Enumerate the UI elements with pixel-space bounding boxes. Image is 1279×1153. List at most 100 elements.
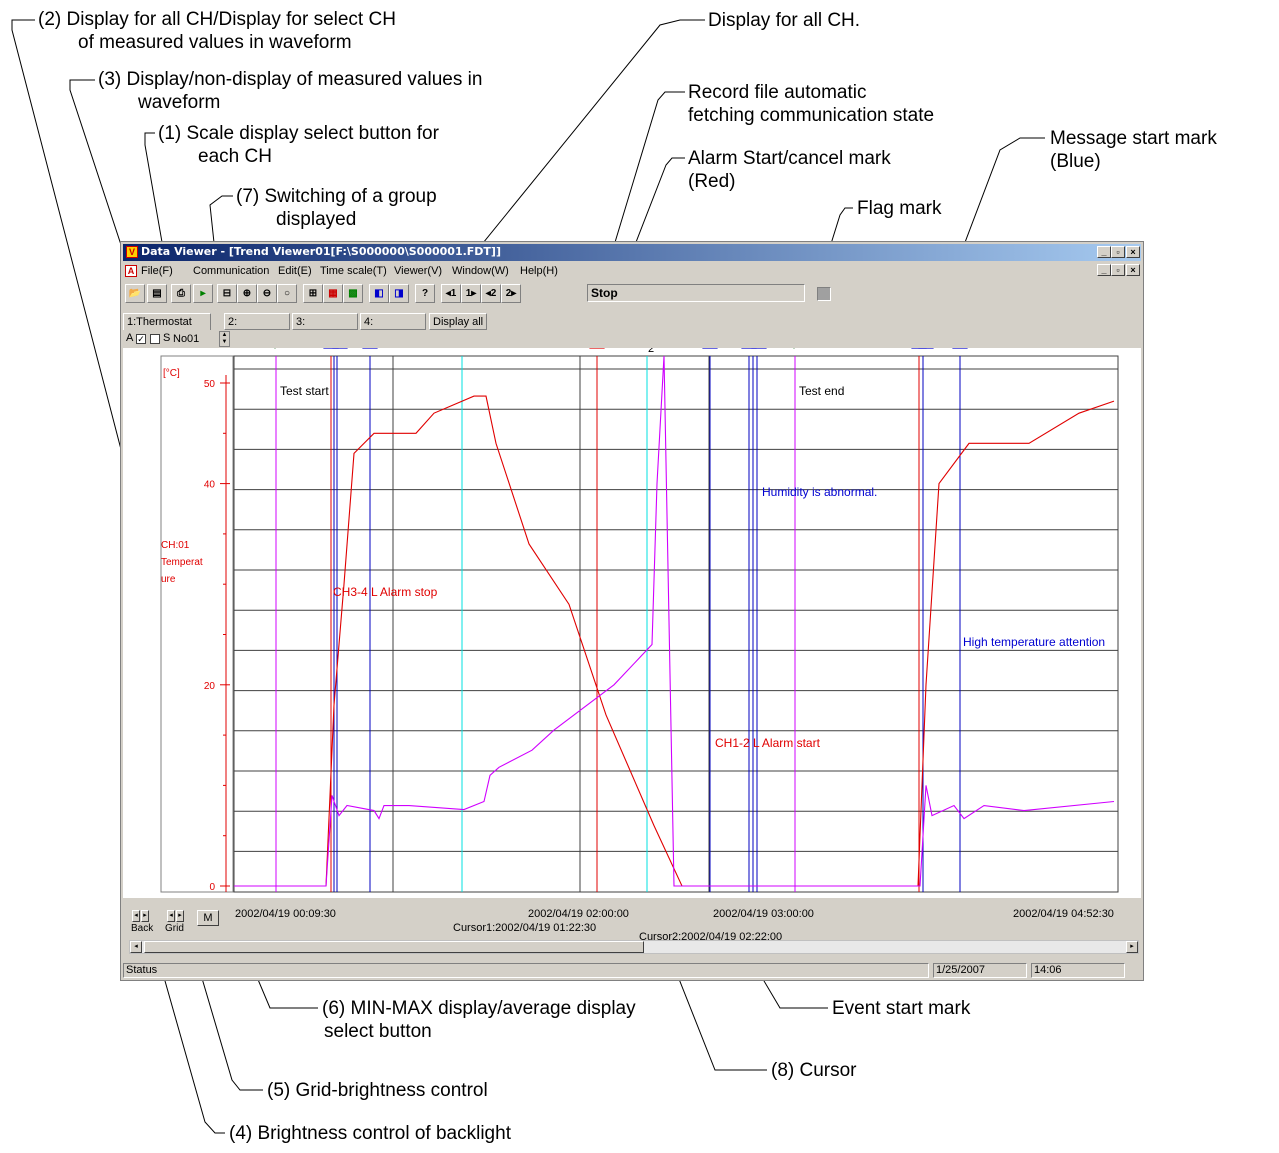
display-value-checkbox[interactable] — [150, 334, 160, 344]
tab-thermostat[interactable]: 1:Thermostat — [123, 313, 211, 330]
toolbar: 📂 ▤ ⎙ ▸ ⊟ ⊕ ⊖ ○ ⊞ ▦ ▩ ◧ ◨ ? ◂1 1▸ ◂2 2▸ — [123, 282, 1141, 306]
properties-icon[interactable]: ▤ — [147, 284, 167, 303]
table-icon[interactable]: ▦ — [323, 284, 343, 303]
trend-chart: 0 20 40 50 [°C] CH:01 Temperat ure 1 2 Test start T… — [160, 335, 1119, 893]
cursor2-left-icon[interactable]: ◂2 — [481, 284, 501, 303]
scroll-thumb[interactable] — [144, 941, 644, 953]
annotation-message-mark: Message start mark (Blue) — [1050, 128, 1217, 172]
x-label-0300: 2002/04/19 03:00:00 — [713, 908, 814, 920]
annotation-display-all: Display for all CH. — [708, 10, 861, 31]
menu-window[interactable]: Window(W) — [452, 265, 509, 277]
menu-file[interactable]: File(F) — [141, 265, 173, 277]
menu-edit[interactable]: Edit(E) — [278, 265, 312, 277]
menu-help[interactable]: Help(H) — [520, 265, 558, 277]
event-high-temp-attention: High temperature attention — [963, 635, 1105, 649]
cursor2-number: 2 — [648, 348, 654, 355]
ch-select-value[interactable]: No01 — [173, 333, 200, 345]
menu-bar: A File(F) Communication Edit(E) Time sca… — [123, 263, 1141, 280]
grid-bright-button[interactable]: ▸ — [176, 910, 184, 922]
y-tick-label: 20 — [204, 681, 216, 692]
help-pointer-icon[interactable]: ? — [415, 284, 435, 303]
tab-display-all[interactable]: Display all — [429, 313, 487, 330]
annotation-record-file: Record file automatic fetching communicat… — [688, 82, 935, 126]
channel-label: CH:01 — [161, 540, 190, 551]
y-unit-label: [°C] — [163, 368, 180, 379]
annotation-scale-select: (1) Scale display select button for each … — [158, 123, 439, 167]
scale-strip — [160, 355, 234, 893]
status-text: Status — [123, 963, 929, 978]
y-tick-label: 40 — [204, 480, 216, 491]
status-bar: Status 1/25/2007 14:06 — [123, 962, 1141, 979]
horizontal-scrollbar[interactable]: ◂ ▸ — [129, 940, 1139, 954]
flag-icon[interactable]: ▸ — [193, 284, 213, 303]
data-viewer-window: V Data Viewer - [Trend Viewer01[F:\S0000… — [120, 241, 1144, 981]
ctrl-a-label: A — [126, 332, 134, 344]
display-all-checkbox[interactable]: ✓ — [136, 334, 146, 344]
grid-icon[interactable]: ⊞ — [303, 284, 323, 303]
menu-time-scale[interactable]: Time scale(T) — [320, 265, 387, 277]
cursor1-number: 1 — [463, 348, 469, 351]
event-test-start: Test start — [280, 384, 329, 398]
status-time: 14:06 — [1031, 963, 1125, 978]
annotation-alarm-mark: Alarm Start/cancel mark (Red) — [688, 148, 891, 192]
x-label-end: 2002/04/19 04:52:30 — [1013, 908, 1114, 920]
plot-area — [233, 355, 1119, 893]
ch-select-spinner[interactable]: ▲ ▼ — [219, 331, 230, 347]
x-label-0200: 2002/04/19 02:00:00 — [528, 908, 629, 920]
child-minimize-button[interactable]: _ — [1097, 264, 1111, 276]
channel-label: ure — [161, 574, 176, 585]
plot-frame: 0 20 40 50 [°C] CH:01 Temperat ure 1 2 Test start T… — [123, 335, 1141, 898]
frame-icon[interactable]: ⊟ — [217, 284, 237, 303]
print-icon[interactable]: ⎙ — [171, 284, 191, 303]
y-tick-label: 50 — [204, 379, 216, 390]
annotation-cursor: (8) Cursor — [771, 1060, 857, 1081]
scroll-left-button[interactable]: ◂ — [130, 941, 142, 953]
child-close-button[interactable]: × — [1126, 264, 1140, 276]
annotation-event-start: Event start mark — [832, 998, 971, 1019]
back-dim-button[interactable]: ◂ — [132, 910, 140, 922]
cursor1-readout: Cursor1:2002/04/19 01:22:30 — [453, 922, 597, 934]
x-label-start: 2002/04/19 00:09:30 — [235, 908, 336, 920]
zoom-out-icon[interactable]: ⊖ — [257, 284, 277, 303]
event-humidity-abnormal: Humidity is abnormal. — [762, 485, 877, 499]
grid-fine-icon[interactable]: ▩ — [343, 284, 363, 303]
series-line-1 — [234, 355, 1115, 887]
annotation-flag-mark: Flag mark — [857, 198, 942, 219]
tab-group-3[interactable]: 3: — [292, 313, 358, 330]
cursor1-left-icon[interactable]: ◂1 — [441, 284, 461, 303]
child-maximize-button[interactable]: ▫ — [1111, 264, 1125, 276]
back-bright-button[interactable]: ▸ — [141, 910, 149, 922]
annotation-minmax: (6) MIN-MAX display/average display selec… — [322, 998, 636, 1042]
annotation-display-select: (2) Display for all CH/Display for selec… — [38, 9, 396, 53]
cursor1-right-icon[interactable]: 1▸ — [461, 284, 481, 303]
event-test-end: Test end — [799, 384, 844, 398]
scroll-right-button[interactable]: ▸ — [1126, 941, 1138, 953]
y-tick-label: 0 — [209, 882, 215, 893]
status-date: 1/25/2007 — [933, 963, 1027, 978]
open-folder-icon[interactable]: 📂 — [125, 284, 145, 303]
tab-group-2[interactable]: 2: — [224, 313, 290, 330]
event-ch3-4-alarm-stop: CH3-4 L Alarm stop — [333, 585, 438, 599]
cursor2-right-icon[interactable]: 2▸ — [501, 284, 521, 303]
grid-dim-button[interactable]: ◂ — [167, 910, 175, 922]
close-button[interactable]: × — [1126, 246, 1140, 258]
cursor-swap-icon[interactable]: ◨ — [389, 284, 409, 303]
grid-label: Grid — [165, 923, 184, 934]
minmax-average-button[interactable]: M — [197, 910, 219, 926]
minimize-button[interactable]: _ — [1097, 246, 1111, 258]
menu-viewer[interactable]: Viewer(V) — [394, 265, 443, 277]
ctrl-s-label: S — [163, 332, 171, 344]
annotation-grid-brightness: (5) Grid-brightness control — [267, 1080, 488, 1101]
title-bar: V Data Viewer - [Trend Viewer01[F:\S0000… — [123, 244, 1141, 261]
cursor-move-icon[interactable]: ◧ — [369, 284, 389, 303]
maximize-button[interactable]: ▫ — [1111, 246, 1125, 258]
tab-group-4[interactable]: 4: — [360, 313, 426, 330]
back-label: Back — [131, 923, 154, 934]
annotation-switch-group: (7) Switching of a group displayed — [236, 186, 437, 230]
window-title: Data Viewer - [Trend Viewer01[F:\S000000… — [141, 245, 501, 258]
circle-icon[interactable]: ○ — [277, 284, 297, 303]
comm-state-lamp — [817, 287, 831, 301]
annotation-backlight: (4) Brightness control of backlight — [229, 1123, 511, 1144]
menu-communication[interactable]: Communication — [193, 265, 270, 277]
zoom-in-icon[interactable]: ⊕ — [237, 284, 257, 303]
